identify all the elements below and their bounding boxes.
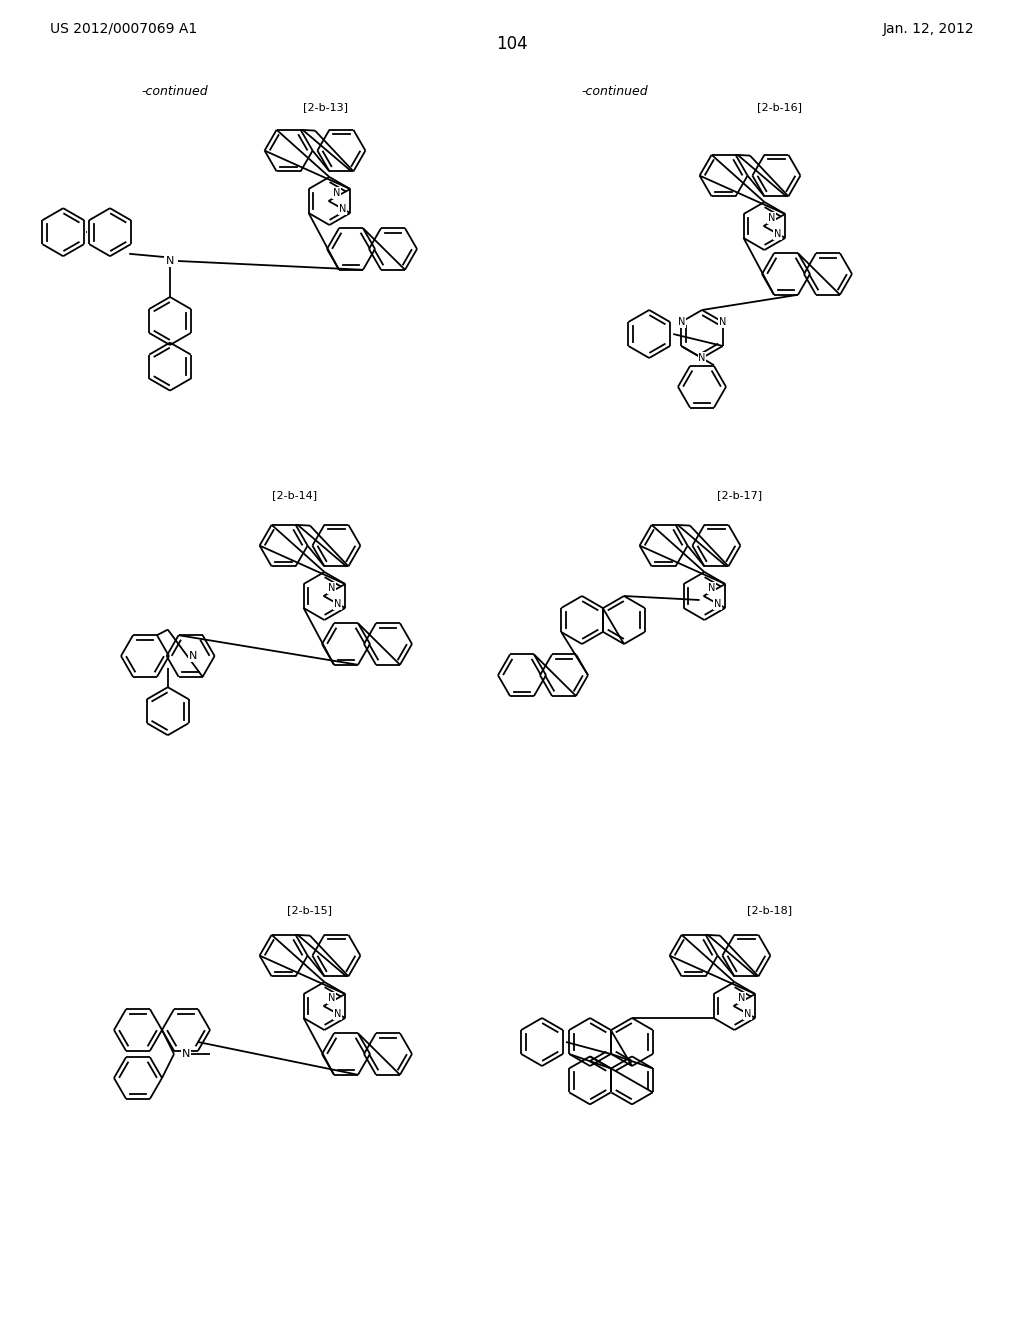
Text: N: N — [333, 187, 340, 198]
Text: N: N — [698, 352, 706, 363]
Text: N: N — [166, 256, 174, 267]
Text: N: N — [182, 1049, 190, 1059]
Text: N: N — [328, 993, 335, 1003]
Text: [2-b-18]: [2-b-18] — [748, 906, 793, 915]
Text: -continued: -continued — [141, 84, 208, 98]
Text: N: N — [743, 1008, 752, 1019]
Text: [2-b-17]: [2-b-17] — [718, 490, 763, 500]
Text: -continued: -continued — [582, 84, 648, 98]
Text: N: N — [328, 583, 335, 593]
Text: [2-b-14]: [2-b-14] — [272, 490, 317, 500]
Text: N: N — [334, 599, 341, 609]
Text: N: N — [678, 317, 685, 327]
Text: N: N — [708, 583, 716, 593]
Text: N: N — [768, 213, 775, 223]
Text: [2-b-13]: [2-b-13] — [302, 102, 347, 112]
Text: 104: 104 — [497, 36, 527, 53]
Text: Jan. 12, 2012: Jan. 12, 2012 — [883, 22, 974, 36]
Text: N: N — [774, 228, 781, 239]
Text: N: N — [738, 993, 745, 1003]
Text: [2-b-16]: [2-b-16] — [758, 102, 803, 112]
Text: N: N — [339, 205, 346, 214]
Text: US 2012/0007069 A1: US 2012/0007069 A1 — [50, 22, 198, 36]
Text: N: N — [714, 599, 721, 609]
Text: N: N — [334, 1008, 341, 1019]
Text: N: N — [719, 317, 726, 327]
Text: [2-b-15]: [2-b-15] — [288, 906, 333, 915]
Text: N: N — [188, 651, 198, 661]
